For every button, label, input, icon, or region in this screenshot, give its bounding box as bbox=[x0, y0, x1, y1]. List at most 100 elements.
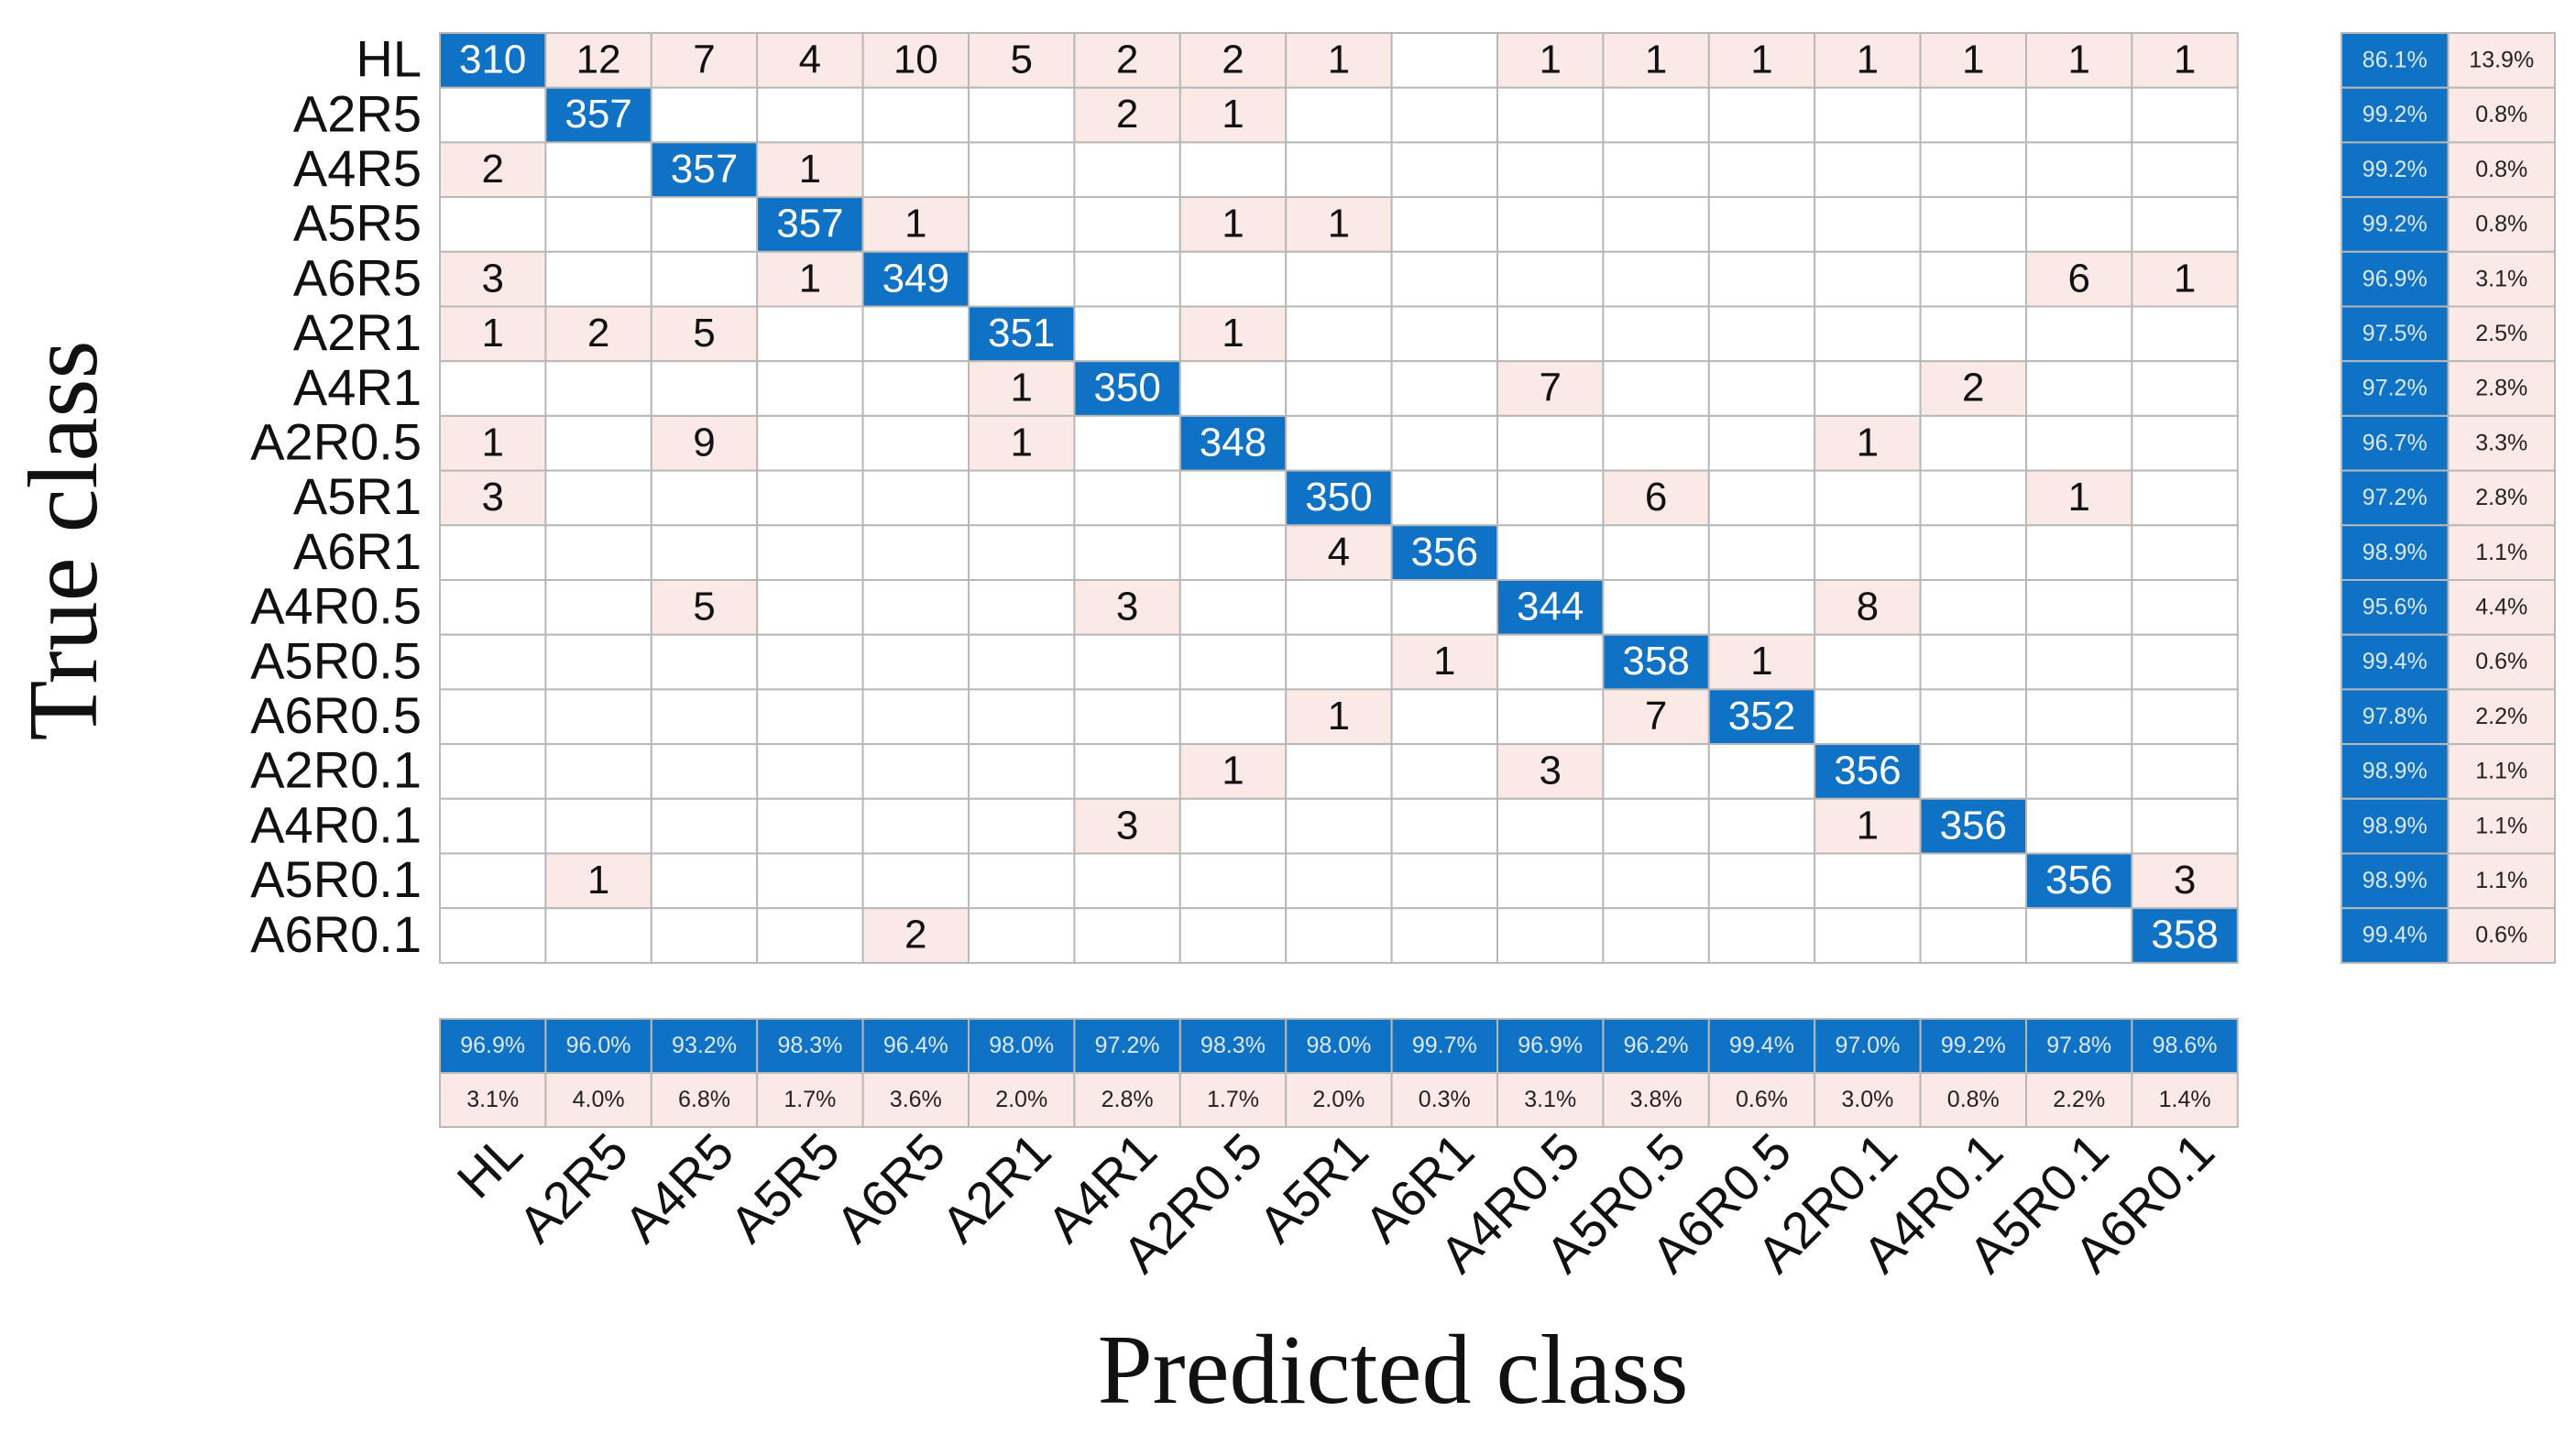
column-summary-label: 2.2% bbox=[2053, 1087, 2105, 1112]
cell bbox=[1390, 305, 1498, 363]
column-summary-cell bbox=[1919, 1072, 2028, 1128]
cell-value: 10 bbox=[893, 37, 938, 82]
cell bbox=[1178, 32, 1288, 89]
cell-value: 5 bbox=[1010, 37, 1032, 82]
cell bbox=[439, 196, 547, 253]
cell bbox=[1073, 524, 1181, 581]
cell bbox=[861, 414, 970, 472]
cell-value: 357 bbox=[565, 92, 631, 137]
cell bbox=[1707, 196, 1816, 253]
cell-value: 350 bbox=[1093, 366, 1160, 410]
row-summary-cell bbox=[2447, 305, 2556, 363]
cell bbox=[1390, 524, 1498, 581]
cell-value: 1 bbox=[1857, 37, 1879, 82]
column-summary-label: 3.1% bbox=[466, 1087, 519, 1112]
column-summary-label: 96.4% bbox=[883, 1033, 948, 1058]
cell bbox=[1073, 196, 1181, 253]
column-summary-label: 96.9% bbox=[460, 1033, 525, 1058]
cell-value: 1 bbox=[1328, 202, 1350, 246]
cell-value: 1 bbox=[904, 202, 926, 246]
cell bbox=[1496, 469, 1605, 527]
cell bbox=[1390, 852, 1498, 910]
cell bbox=[861, 579, 970, 636]
cell bbox=[1073, 688, 1181, 746]
column-summary-cell bbox=[1496, 1018, 1605, 1074]
cell bbox=[1707, 907, 1816, 964]
cell bbox=[2131, 743, 2239, 800]
row-summary-cell bbox=[2340, 688, 2450, 746]
cell bbox=[1178, 360, 1288, 417]
cell bbox=[756, 414, 864, 472]
cell bbox=[1496, 579, 1605, 636]
cell bbox=[1496, 414, 1605, 472]
column-summary-cell bbox=[861, 1072, 970, 1128]
cell bbox=[1919, 86, 2028, 144]
cell bbox=[756, 32, 864, 89]
cell bbox=[1073, 907, 1181, 964]
cell-value: 1 bbox=[1857, 420, 1879, 465]
cell-value: 357 bbox=[776, 202, 843, 246]
cell bbox=[968, 743, 1076, 800]
cell-value: 9 bbox=[693, 420, 715, 465]
cell-value: 356 bbox=[1940, 803, 2007, 848]
cell bbox=[1178, 907, 1288, 964]
row-summary-label: 2.2% bbox=[2475, 704, 2527, 729]
cell bbox=[1814, 688, 1922, 746]
cell bbox=[650, 360, 759, 417]
column-summary-label: 97.0% bbox=[1835, 1033, 1900, 1058]
cell bbox=[1390, 250, 1498, 308]
cell-value: 2 bbox=[587, 311, 609, 356]
cell bbox=[861, 305, 970, 363]
cell bbox=[2025, 688, 2133, 746]
cell bbox=[1390, 196, 1498, 253]
row-summary-cell bbox=[2447, 141, 2556, 199]
cell bbox=[1602, 141, 1710, 199]
column-summary-label: 1.7% bbox=[1207, 1087, 1259, 1112]
cell-value: 4 bbox=[1328, 530, 1350, 574]
cell-value: 2 bbox=[481, 147, 503, 191]
cell-value: 6 bbox=[2067, 256, 2089, 301]
cell bbox=[861, 360, 970, 417]
cell bbox=[968, 852, 1076, 910]
cell bbox=[1814, 524, 1922, 581]
column-summary-label: 98.3% bbox=[777, 1033, 842, 1058]
cell bbox=[2131, 688, 2239, 746]
cell bbox=[861, 524, 970, 581]
cell bbox=[968, 32, 1076, 89]
cell-value: 3 bbox=[1116, 803, 1138, 848]
cell bbox=[1178, 797, 1288, 855]
cell bbox=[1814, 196, 1922, 253]
cell bbox=[756, 743, 864, 800]
cell bbox=[1073, 360, 1181, 417]
cell bbox=[1707, 414, 1816, 472]
row-label: A4R0.5 bbox=[250, 577, 422, 635]
cell bbox=[968, 579, 1076, 636]
cell bbox=[439, 743, 547, 800]
cell bbox=[1814, 305, 1922, 363]
row-summary-label: 86.1% bbox=[2362, 47, 2428, 72]
row-summary-label: 0.8% bbox=[2475, 102, 2527, 127]
cell bbox=[2025, 305, 2133, 363]
cell bbox=[1178, 469, 1288, 527]
cell bbox=[1285, 414, 1393, 472]
cell bbox=[968, 196, 1076, 253]
cell bbox=[1707, 524, 1816, 581]
cell bbox=[650, 743, 759, 800]
cell bbox=[1919, 32, 2028, 89]
cell bbox=[1073, 86, 1181, 144]
column-summary-label: 96.2% bbox=[1624, 1033, 1689, 1058]
cell bbox=[439, 579, 547, 636]
cell bbox=[1496, 360, 1605, 417]
cell bbox=[1602, 469, 1710, 527]
row-summary-label: 1.1% bbox=[2475, 759, 2527, 784]
cell-value: 1 bbox=[481, 311, 503, 356]
cell bbox=[1285, 688, 1393, 746]
cell bbox=[756, 86, 864, 144]
cell-value: 349 bbox=[882, 256, 949, 301]
cell bbox=[1814, 907, 1922, 964]
cell bbox=[544, 852, 652, 910]
row-summary-cell bbox=[2447, 469, 2556, 527]
cell bbox=[1285, 579, 1393, 636]
cell bbox=[1496, 524, 1605, 581]
cell bbox=[756, 633, 864, 691]
